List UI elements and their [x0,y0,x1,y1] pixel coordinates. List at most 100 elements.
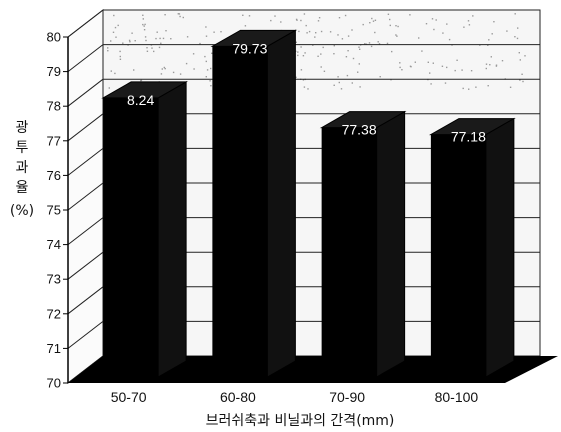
texture-dot [435,19,437,21]
texture-dot [463,26,465,28]
texture-dot [340,88,343,90]
texture-dot [182,16,184,19]
texture-dot [315,32,317,34]
gridline-side [67,44,104,72]
texture-dot [114,72,116,75]
y-axis-title-char: 율 [16,180,29,196]
texture-dot [156,31,158,33]
texture-dot [295,76,297,78]
texture-dot [490,56,492,58]
texture-dot [374,31,376,34]
texture-dot [322,46,324,49]
texture-dot [298,30,300,33]
texture-dot [305,24,307,27]
y-axis-title-char: 과 [16,160,29,176]
texture-dot [387,13,390,15]
texture-dot [344,14,347,17]
texture-dot [320,30,323,33]
texture-dot [158,46,161,49]
texture-dot [165,30,167,32]
texture-dot [395,34,397,36]
texture-dot [302,55,305,57]
texture-dot [119,55,121,58]
texture-dot [519,59,521,61]
texture-dot [485,63,488,65]
texture-dot [164,14,166,16]
bar-side [376,110,406,378]
texture-dot [431,18,434,20]
texture-dot [115,36,117,38]
texture-dot [114,26,117,29]
texture-dot [296,19,298,21]
bar [319,110,407,378]
texture-dot [151,47,153,49]
texture-dot [280,21,282,23]
texture-dot [307,88,309,90]
texture-dot [491,33,493,35]
texture-dot [192,53,195,55]
texture-dot [119,50,121,53]
texture-dot [213,31,215,33]
texture-dot [421,50,423,52]
texture-dot [162,37,165,40]
texture-dot [140,79,142,82]
texture-dot [519,79,521,81]
texture-dot [312,44,314,46]
texture-dot [205,60,207,63]
bar-front [103,97,159,378]
texture-dot [205,35,208,37]
texture-dot [186,36,189,38]
texture-dot [144,36,147,38]
texture-dot [454,69,456,72]
bar-front [212,46,268,377]
texture-dot [248,15,251,17]
texture-dot [409,14,411,16]
texture-dot [155,37,157,40]
texture-dot [444,82,447,84]
texture-dot [308,30,311,33]
texture-dot [329,31,332,33]
texture-dot [351,29,353,31]
texture-dot [351,82,353,84]
texture-dot [358,46,360,48]
texture-dot [370,45,373,48]
texture-dot [274,15,276,17]
gridline-side [67,9,104,38]
bar-side [266,29,296,378]
texture-dot [427,61,429,63]
bar-side [485,117,515,378]
texture-dot [142,18,144,20]
texture-dot [461,69,463,71]
texture-dot [495,65,498,67]
texture-dot [317,20,320,22]
gridline-side [67,286,104,315]
texture-dot [374,19,377,21]
texture-dot [467,20,470,22]
texture-dot [430,83,432,85]
bar-front [321,127,377,377]
texture-dot [517,27,519,29]
texture-dot [493,21,495,23]
y-tick-label: 75 [47,203,61,218]
x-tick-label: 60-80 [220,389,256,405]
texture-dot [369,22,371,24]
texture-dot [341,38,344,40]
y-tick-label: 79 [47,64,61,79]
texture-dot [209,80,211,82]
bar-top [210,29,298,47]
texture-dot [506,30,508,32]
texture-dot [117,24,119,27]
texture-dot [448,38,451,41]
texture-dot [377,41,379,43]
texture-dot [160,42,162,44]
texture-dot [472,15,474,17]
texture-dot [179,15,181,18]
texture-dot [489,64,491,66]
texture-dot [401,69,403,71]
bar-top [101,81,189,99]
texture-dot [179,73,182,75]
texture-dot [146,50,149,52]
texture-dot [487,85,489,87]
bar-top [319,111,407,129]
x-tick-label: 80-100 [435,389,479,405]
